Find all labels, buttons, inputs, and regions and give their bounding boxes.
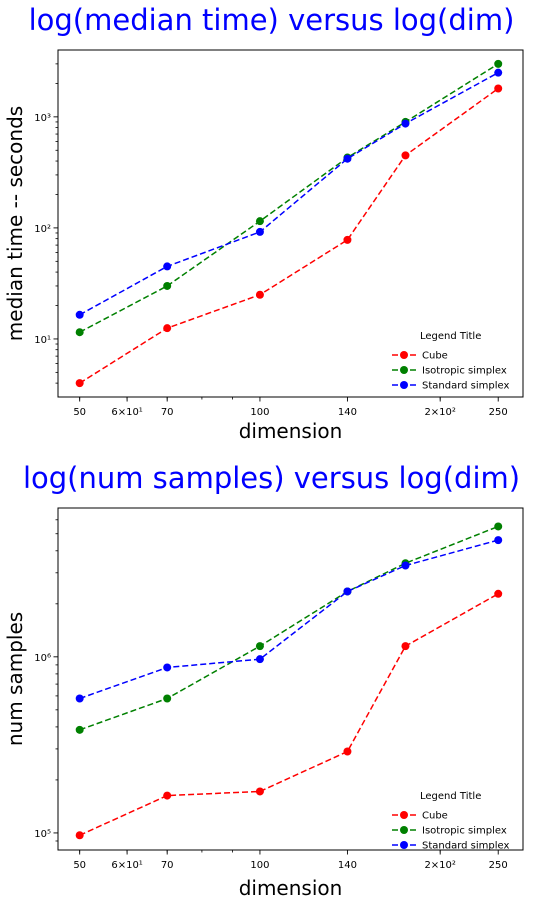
x-axis-label: dimension: [239, 419, 343, 443]
legend-swatch-marker: [400, 366, 408, 374]
legend-entry-label: Cube: [422, 351, 448, 362]
data-point: [255, 642, 264, 651]
x-tick-label: 100: [250, 860, 269, 871]
data-point: [494, 589, 503, 598]
x-tick-label: 6×10¹: [111, 860, 142, 871]
x-tick-label: 100: [250, 407, 269, 418]
data-point: [75, 379, 84, 388]
x-tick-label: 50: [73, 407, 86, 418]
series-isotropic-simplex: [75, 59, 503, 337]
legend-entry-label: Standard simplex: [422, 381, 510, 392]
data-point: [163, 281, 172, 290]
chart-1: log(median time) versus log(dim) 50 6×10¹ 7…: [3, 3, 524, 443]
data-point: [494, 59, 503, 68]
data-point: [494, 68, 503, 77]
series-standard-simplex: [75, 68, 503, 319]
legend-swatch-marker: [400, 351, 408, 359]
series-line: [79, 539, 499, 700]
x-tick-label: 70: [161, 407, 174, 418]
legend-swatch-marker: [400, 841, 408, 849]
legend-title: Legend Title: [420, 331, 481, 342]
series-standard-simplex: [75, 536, 503, 703]
chart-title: log(median time) versus log(dim): [29, 3, 515, 37]
data-point: [163, 694, 172, 703]
data-point: [163, 663, 172, 672]
x-tick-label: 2×10²: [424, 860, 455, 871]
y-axis-label: median time -- seconds: [3, 106, 27, 341]
series-line: [79, 525, 499, 731]
data-point: [494, 522, 503, 531]
legend-swatch-marker: [400, 381, 408, 389]
data-point: [163, 791, 172, 800]
data-point: [75, 694, 84, 703]
series-line: [79, 593, 499, 836]
data-point: [494, 536, 503, 545]
chart-2: log(num samples) versus log(dim) 50 6×10¹ 7…: [3, 461, 524, 900]
x-tick-label: 250: [489, 407, 508, 418]
legend: Legend Title Cube Isotropic simplex Standar…: [392, 331, 510, 392]
data-point: [255, 290, 264, 299]
legend-entry-label: Isotropic simplex: [422, 366, 507, 377]
y-tick-label: 10¹: [34, 335, 51, 346]
x-tick-label: 140: [338, 407, 357, 418]
x-tick-label: 250: [489, 860, 508, 871]
legend-entry-label: Standard simplex: [422, 841, 510, 852]
y-tick-label: 10²: [34, 224, 51, 235]
data-point: [163, 262, 172, 271]
series-line: [79, 63, 499, 333]
series-line: [79, 72, 499, 316]
data-point: [494, 84, 503, 93]
plot-area-frame: [57, 49, 524, 398]
legend-title: Legend Title: [420, 791, 481, 802]
y-axis-label: num samples: [3, 612, 27, 746]
y-tick-label: 10⁵: [34, 829, 51, 840]
data-point: [163, 324, 172, 333]
x-tick-label: 2×10²: [424, 407, 455, 418]
plot-area-frame: [57, 507, 524, 851]
x-tick-label: 6×10¹: [111, 407, 142, 418]
x-axis-label: dimension: [239, 876, 343, 900]
legend-swatch-marker: [400, 826, 408, 834]
data-point: [75, 310, 84, 319]
legend-entry-label: Cube: [422, 811, 448, 822]
data-point: [255, 217, 264, 226]
series-cube: [75, 84, 503, 388]
y-tick-label: 10³: [34, 113, 51, 124]
x-tick-label: 50: [73, 860, 86, 871]
data-point: [75, 831, 84, 840]
series-cube: [75, 589, 503, 840]
legend: Legend Title Cube Isotropic simplex Standar…: [392, 791, 510, 852]
data-point: [255, 227, 264, 236]
data-point: [343, 587, 352, 596]
y-tick-label: 10⁶: [34, 653, 51, 664]
data-point: [75, 328, 84, 337]
legend-swatch-marker: [400, 811, 408, 819]
data-point: [401, 119, 410, 128]
data-point: [401, 642, 410, 651]
data-point: [343, 235, 352, 244]
legend-entry-label: Isotropic simplex: [422, 826, 507, 837]
data-point: [255, 655, 264, 664]
x-tick-label: 70: [161, 860, 174, 871]
data-point: [343, 747, 352, 756]
chart-title: log(num samples) versus log(dim): [23, 461, 520, 495]
data-point: [343, 154, 352, 163]
data-point: [75, 725, 84, 734]
data-point: [401, 151, 410, 160]
series-line: [79, 87, 499, 384]
data-point: [401, 561, 410, 570]
data-point: [255, 787, 264, 796]
x-tick-label: 140: [338, 860, 357, 871]
